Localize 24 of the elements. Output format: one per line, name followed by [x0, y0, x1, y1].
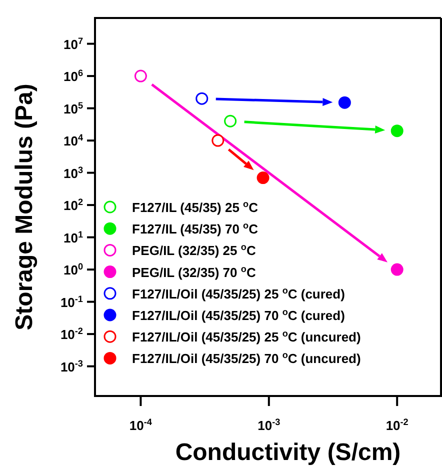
y-tick-label: 10$^{0}$ [63, 262, 83, 278]
y-tick-label: 10$^{-3}$ [60, 358, 83, 374]
y-tick-label: 10$^{1}$ [63, 229, 83, 246]
legend-label: PEG/IL (32/35) 70 $^{o}$C [132, 264, 256, 280]
legend-label: F127/IL/Oil (45/35/25) 70 $^{o}$C (cured) [132, 307, 345, 323]
legend-label: F127/IL/Oil (45/35/25) 70 $^{o}$C (uncured) [132, 350, 361, 366]
y-tick-label: 10$^{6}$ [63, 68, 83, 84]
legend-label: F127/IL (45/35) 25 $^{o}$C [132, 199, 259, 215]
y-axis-title: Storage Modulus (Pa) [11, 84, 38, 330]
y-tick-label: 10$^{5}$ [63, 100, 83, 116]
y-tick-label: 10$^{2}$ [63, 197, 83, 214]
y-tick-label: 10$^{-2}$ [60, 326, 83, 342]
legend-label: F127/IL (45/35) 70 $^{o}$C [132, 220, 259, 237]
x-tick-label: 10$^{-2}$ [386, 417, 408, 433]
legend-label: F127/IL/Oil (45/35/25) 25 $^{o}$C (cured) [132, 285, 345, 302]
y-tick-label: 10$^{-1}$ [60, 294, 83, 310]
x-tick-label: 10$^{-4}$ [129, 417, 153, 433]
x-tick-label: 10$^{-3}$ [258, 417, 280, 433]
legend-label: PEG/IL (32/35) 25 $^{o}$C [132, 242, 256, 258]
y-tick-label: 10$^{4}$ [63, 132, 84, 149]
y-tick-label: 10$^{7}$ [63, 36, 83, 52]
legend-label: F127/IL/Oil (45/35/25) 25 $^{o}$C (uncured) [132, 328, 361, 345]
y-tick-label: 10$^{3}$ [63, 164, 83, 181]
x-axis-title: Conductivity (S/cm) [175, 439, 401, 466]
